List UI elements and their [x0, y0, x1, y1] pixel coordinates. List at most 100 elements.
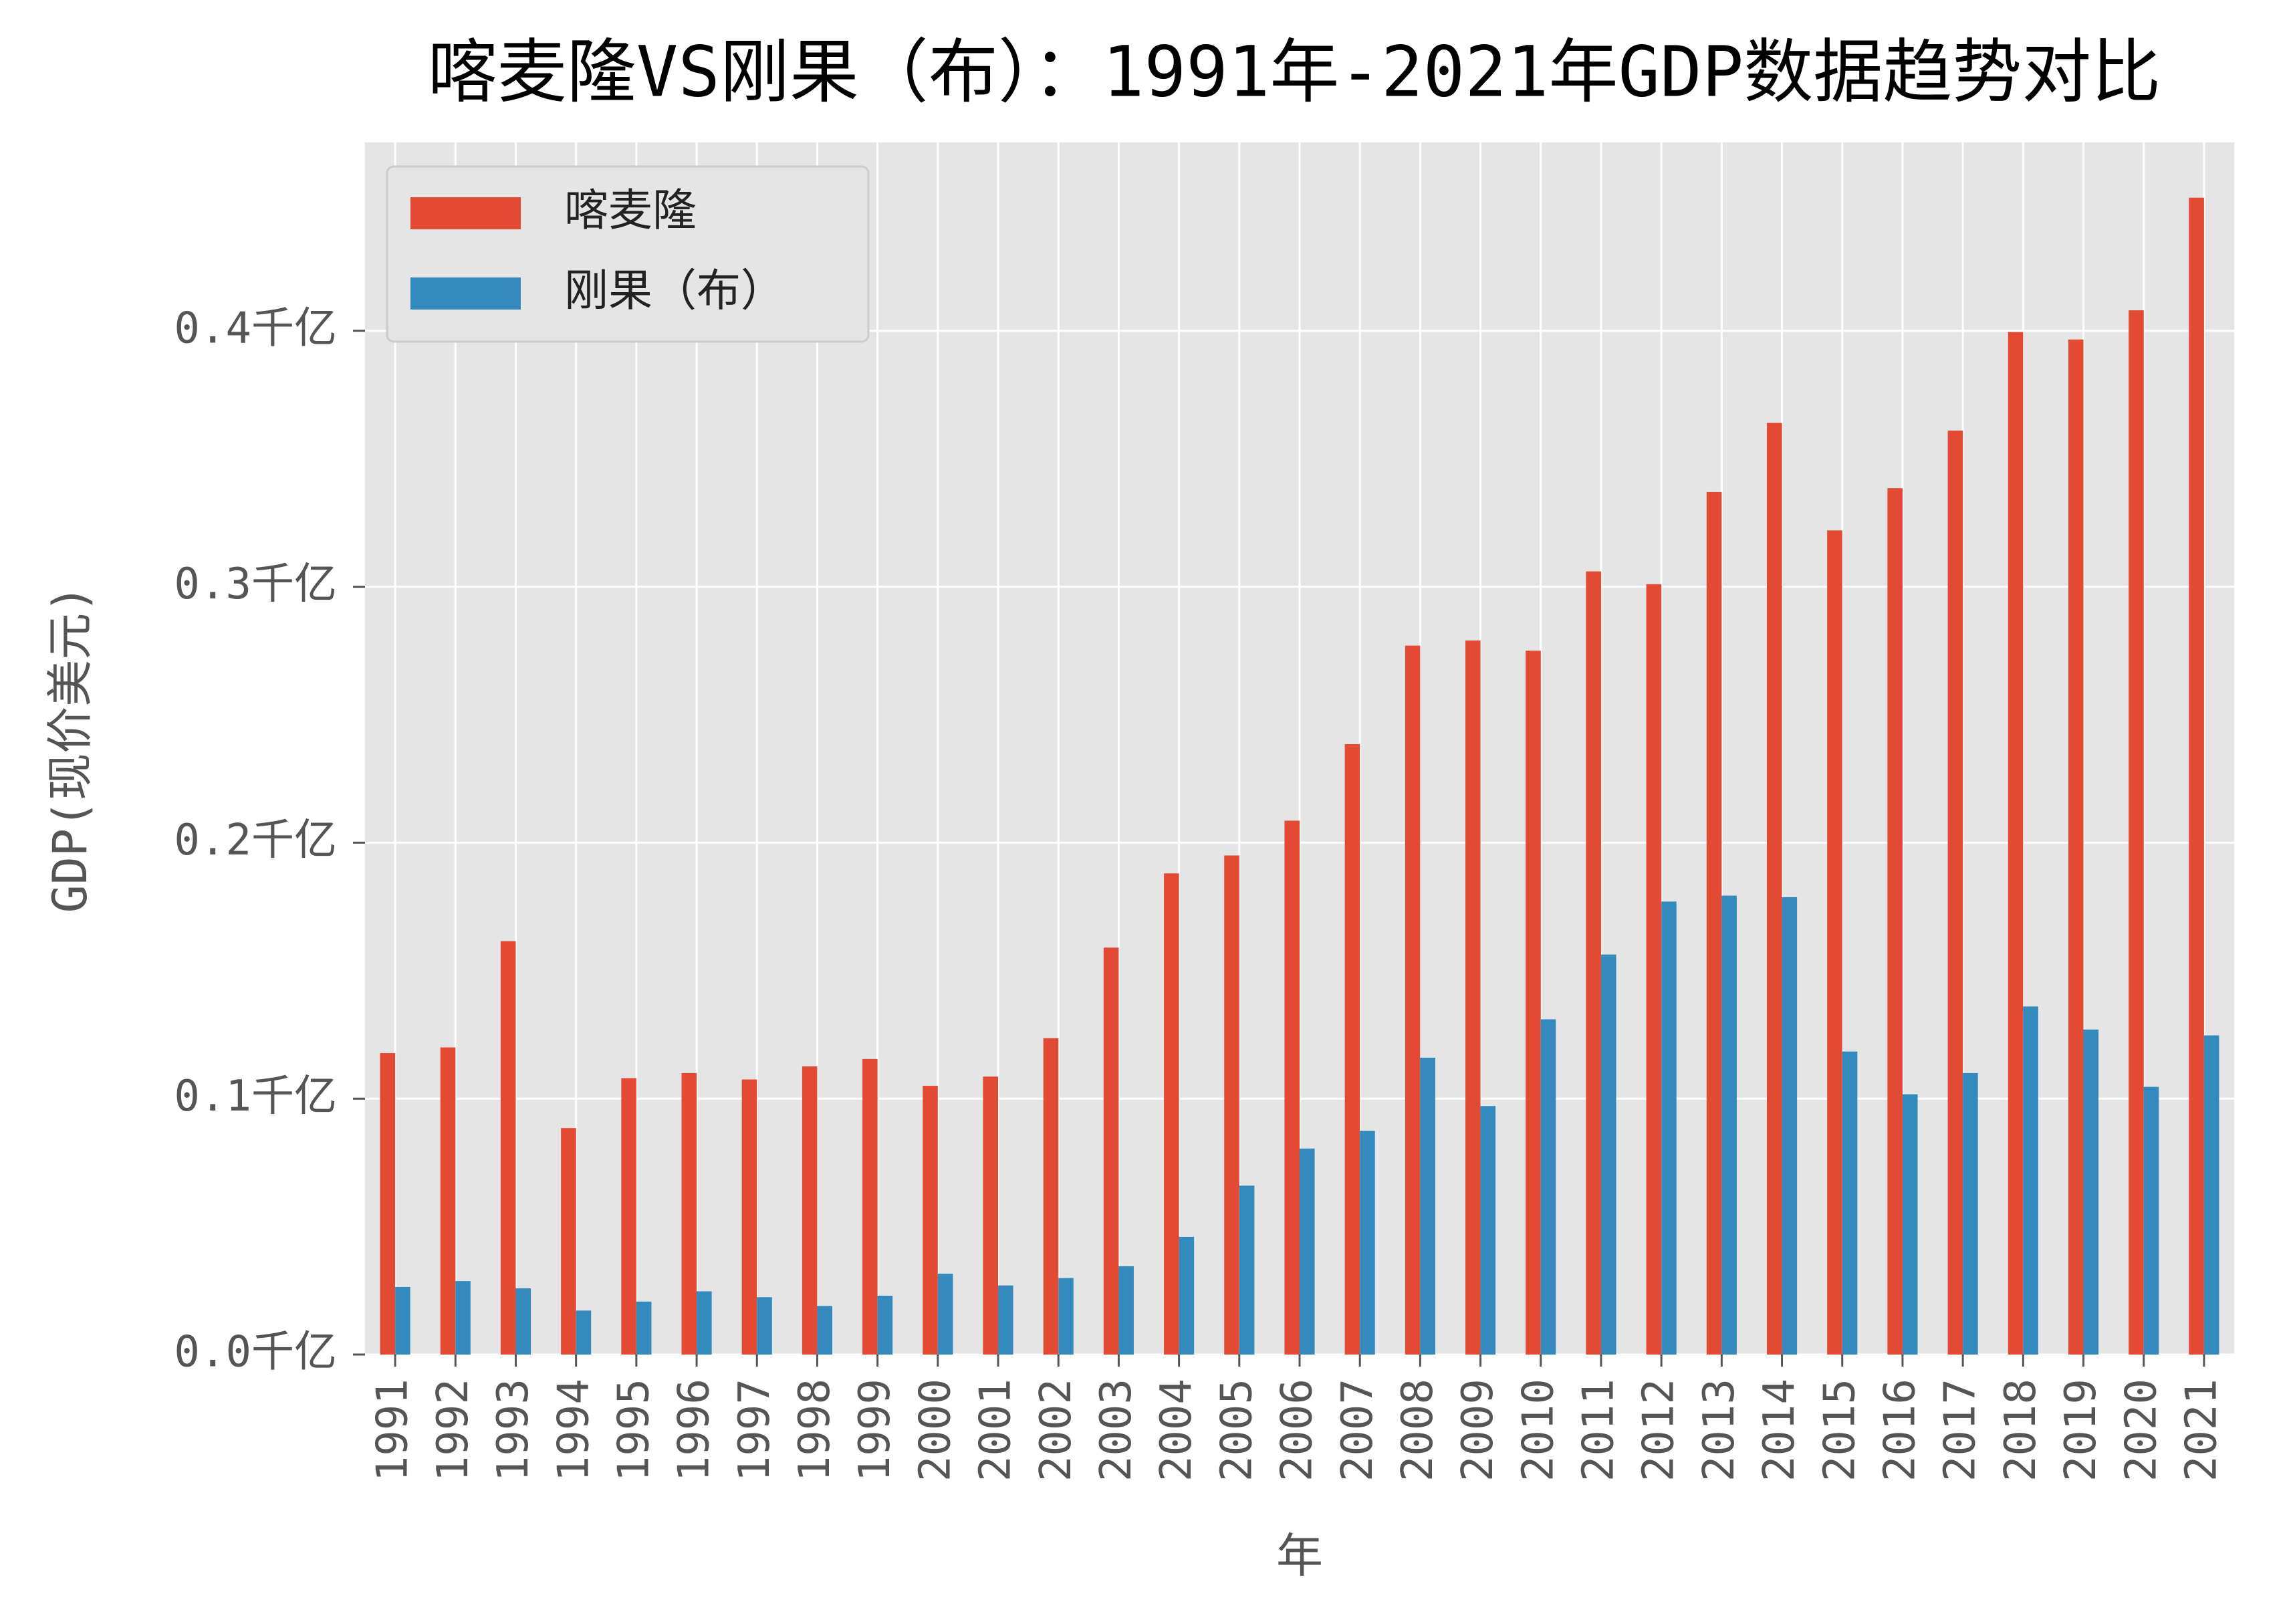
x-tick-label: 2012 — [1635, 1379, 1684, 1482]
bar — [2189, 197, 2204, 1355]
bar — [2203, 1035, 2219, 1355]
bar — [1284, 820, 1300, 1355]
bar — [515, 1288, 531, 1355]
bar — [862, 1058, 878, 1355]
bar — [395, 1286, 410, 1355]
x-tick-label: 2009 — [1453, 1379, 1503, 1482]
bar — [998, 1285, 1013, 1355]
bar — [1902, 1094, 1918, 1355]
bar — [1540, 1019, 1556, 1355]
legend-swatch — [410, 197, 521, 229]
bar — [2143, 1086, 2159, 1355]
x-tick-label: 2017 — [1936, 1379, 1985, 1482]
x-tick-label: 2021 — [2177, 1379, 2226, 1482]
bar — [1420, 1057, 1435, 1355]
bar — [1179, 1236, 1195, 1355]
x-tick-label: 1997 — [730, 1379, 779, 1482]
x-tick-label: 2010 — [1514, 1379, 1563, 1482]
x-tick-label: 1999 — [850, 1379, 900, 1482]
bar — [440, 1047, 456, 1355]
bar — [1360, 1131, 1375, 1355]
x-tick-label: 2008 — [1393, 1379, 1443, 1482]
x-tick-label: 2007 — [1333, 1379, 1382, 1482]
bar — [2083, 1029, 2099, 1355]
x-tick-label: 2018 — [1996, 1379, 2046, 1482]
bar — [1661, 901, 1677, 1355]
x-tick-label: 2016 — [1876, 1379, 1925, 1482]
x-tick-label: 2013 — [1695, 1379, 1744, 1482]
x-tick-label: 1998 — [790, 1379, 840, 1482]
bar — [877, 1295, 893, 1355]
x-tick-label: 1995 — [609, 1379, 658, 1482]
bar — [1405, 645, 1421, 1355]
bar — [741, 1079, 757, 1355]
bar — [681, 1072, 697, 1355]
y-tick-label: 0.3千亿 — [174, 560, 337, 609]
bar — [1827, 530, 1842, 1355]
x-tick-label: 2001 — [971, 1379, 1021, 1482]
x-tick-label: 2011 — [1574, 1379, 1624, 1482]
bar — [1103, 947, 1119, 1355]
bar — [1480, 1106, 1496, 1355]
bar — [1164, 873, 1179, 1355]
bar — [1118, 1266, 1134, 1355]
bar — [2008, 332, 2024, 1355]
bar — [1526, 651, 1541, 1355]
bar — [1947, 431, 1963, 1355]
bar — [1600, 954, 1616, 1355]
bar — [697, 1291, 712, 1355]
bar — [983, 1076, 999, 1355]
bar — [1887, 488, 1903, 1355]
x-tick-label: 2019 — [2056, 1379, 2106, 1482]
bar — [1586, 571, 1601, 1355]
bar — [923, 1086, 938, 1355]
x-tick-label: 1994 — [549, 1379, 598, 1482]
y-tick-label: 0.1千亿 — [174, 1072, 337, 1121]
bar — [1646, 584, 1662, 1355]
bar — [1782, 897, 1798, 1355]
bar — [636, 1301, 652, 1355]
bar — [455, 1281, 471, 1355]
bar — [1767, 423, 1782, 1355]
legend-swatch — [410, 277, 521, 310]
x-tick-label: 2004 — [1152, 1379, 1201, 1482]
bar — [1300, 1148, 1315, 1355]
legend-label: 刚果（布） — [564, 265, 785, 316]
x-tick-label: 2000 — [911, 1379, 960, 1482]
bar — [561, 1128, 576, 1355]
x-tick-label: 1991 — [368, 1379, 418, 1482]
x-tick-label: 1996 — [670, 1379, 719, 1482]
x-tick-label: 2005 — [1212, 1379, 1261, 1482]
x-tick-label: 2014 — [1755, 1379, 1804, 1482]
bar — [1239, 1185, 1255, 1355]
bar — [2068, 339, 2084, 1355]
y-tick-label: 0.0千亿 — [174, 1328, 337, 1377]
bar — [380, 1053, 396, 1355]
bar — [1465, 640, 1481, 1355]
bar — [576, 1310, 592, 1355]
x-tick-label: 2015 — [1815, 1379, 1864, 1482]
bar — [817, 1306, 832, 1355]
legend-label: 喀麦隆 — [564, 185, 697, 236]
x-tick-label: 2002 — [1032, 1379, 1081, 1482]
x-tick-label: 1993 — [489, 1379, 538, 1482]
bar — [1963, 1072, 1978, 1355]
bar — [500, 941, 516, 1355]
y-axis-label: GDP(现价美元) — [43, 585, 98, 913]
bar — [2129, 310, 2144, 1355]
y-tick-label: 0.2千亿 — [174, 816, 337, 865]
bar — [1224, 855, 1239, 1355]
bar — [1706, 491, 1722, 1355]
bar — [1344, 743, 1360, 1355]
x-tick-label: 2020 — [2117, 1379, 2166, 1482]
bar — [937, 1274, 953, 1355]
bar — [1721, 895, 1737, 1355]
bar — [757, 1297, 772, 1355]
bar — [1043, 1038, 1059, 1355]
bar — [621, 1078, 636, 1355]
y-tick-label: 0.4千亿 — [174, 304, 337, 353]
chart-title: 喀麦隆VS刚果（布）：1991年-2021年GDP数据趋势对比 — [428, 31, 2161, 112]
x-tick-label: 2006 — [1273, 1379, 1322, 1482]
x-tick-label: 2003 — [1092, 1379, 1141, 1482]
